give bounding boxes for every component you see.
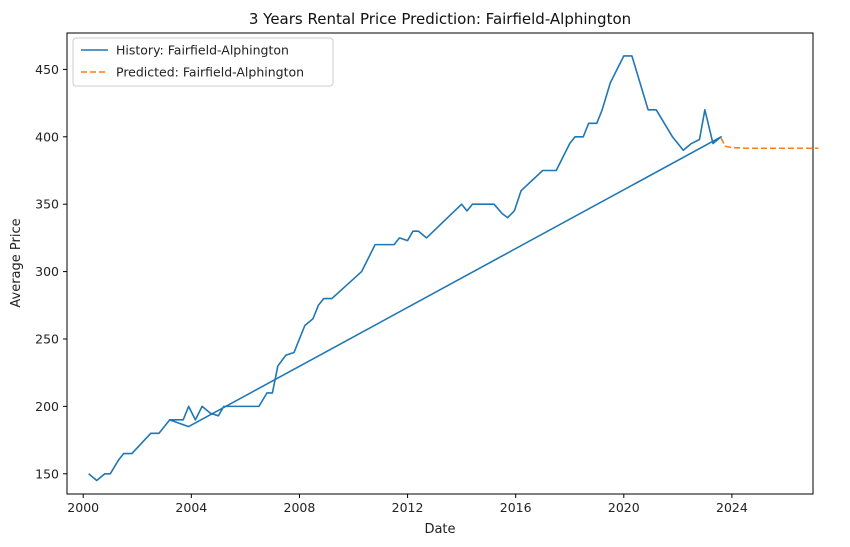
legend-label: Predicted: Fairfield-Alphington	[116, 65, 304, 80]
history-series-line	[88, 55, 722, 482]
plot-area	[88, 55, 819, 482]
legend-box	[72, 37, 334, 87]
x-tick-label: 2004	[175, 500, 207, 515]
x-tick-label: 2020	[608, 500, 640, 515]
chart-title: 3 Years Rental Price Prediction: Fairfie…	[249, 10, 631, 28]
x-tick-label: 2000	[67, 500, 99, 515]
y-tick-label: 250	[35, 331, 59, 346]
legend-label: History: Fairfield-Alphington	[116, 43, 289, 58]
x-tick-label: 2008	[284, 500, 316, 515]
x-tick-label: 2024	[716, 500, 748, 515]
x-tick-label: 2012	[392, 500, 424, 515]
y-axis-title: Average Price	[9, 218, 24, 307]
x-axis-title: Date	[424, 522, 455, 537]
predicted-series-line	[720, 137, 819, 150]
y-tick-label: 300	[35, 264, 59, 279]
y-tick-label: 150	[35, 466, 59, 481]
x-tick-label: 2016	[500, 500, 532, 515]
y-tick-label: 400	[35, 129, 59, 144]
plot-frame	[66, 32, 814, 495]
y-tick-label: 350	[35, 197, 59, 212]
y-tick-label: 450	[35, 62, 59, 77]
y-tick-label: 200	[35, 399, 59, 414]
legend: History: Fairfield-Alphington Predicted: …	[72, 37, 334, 87]
